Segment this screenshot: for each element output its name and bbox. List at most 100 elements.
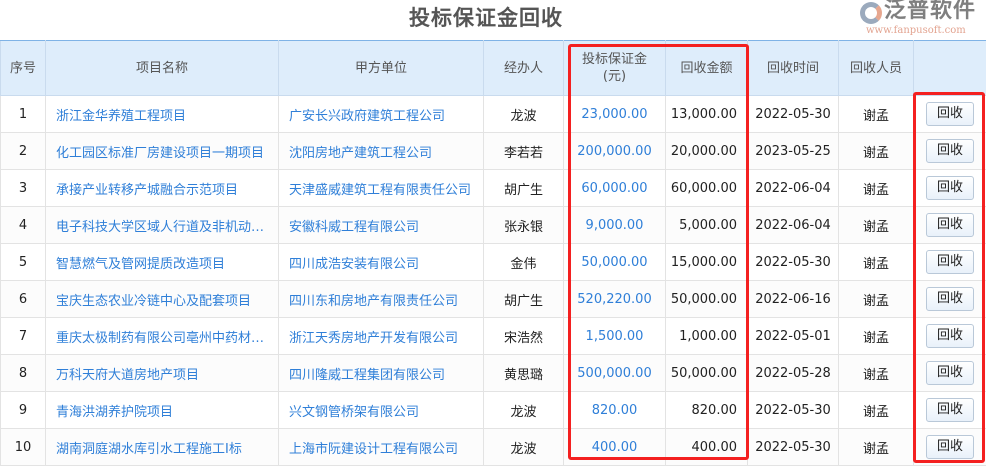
- recover-button[interactable]: 回收: [926, 361, 974, 385]
- recover-button[interactable]: 回收: [926, 213, 974, 237]
- cell-date: 2022-05-30: [748, 96, 839, 133]
- cell-handler: 黄思璐: [484, 355, 564, 392]
- cell-deposit[interactable]: 500,000.00: [564, 355, 666, 392]
- cell-client[interactable]: 四川隆威工程集团有限公司: [279, 355, 484, 392]
- cell-deposit[interactable]: 1,500.00: [564, 318, 666, 355]
- cell-project[interactable]: 青海洪湖养护院项目: [46, 392, 279, 429]
- cell-action: 回收: [914, 207, 986, 244]
- cell-client[interactable]: 天津盛威建筑工程有限责任公司: [279, 170, 484, 207]
- cell-handler: 李若若: [484, 133, 564, 170]
- cell-collector: 谢孟: [839, 318, 914, 355]
- cell-client[interactable]: 沈阳房地产建筑工程公司: [279, 133, 484, 170]
- cell-project[interactable]: 智慧燃气及管网提质改造项目: [46, 244, 279, 281]
- table-header: 序号 项目名称 甲方单位 经办人 投标保证金(元) 回收金额 回收时间 回收人员: [1, 41, 986, 96]
- cell-handler: 金伟: [484, 244, 564, 281]
- cell-recovered: 20,000.00: [666, 133, 748, 170]
- page-title: 投标保证金回收: [0, 2, 972, 32]
- cell-recovered: 60,000.00: [666, 170, 748, 207]
- cell-project[interactable]: 重庆太极制药有限公司亳州中药材…: [46, 318, 279, 355]
- cell-no: 6: [1, 281, 46, 318]
- cell-project[interactable]: 湖南洞庭湖水库引水工程施工I标: [46, 429, 279, 466]
- cell-date: 2022-05-30: [748, 244, 839, 281]
- cell-client[interactable]: 广安长兴政府建筑工程公司: [279, 96, 484, 133]
- recover-button[interactable]: 回收: [926, 287, 974, 311]
- cell-action: 回收: [914, 318, 986, 355]
- cell-no: 10: [1, 429, 46, 466]
- cell-deposit[interactable]: 9,000.00: [564, 207, 666, 244]
- cell-no: 4: [1, 207, 46, 244]
- cell-action: 回收: [914, 133, 986, 170]
- header-recovered: 回收金额: [666, 41, 748, 96]
- cell-client[interactable]: 上海市阮建设计工程有限公司: [279, 429, 484, 466]
- cell-deposit[interactable]: 60,000.00: [564, 170, 666, 207]
- cell-project[interactable]: 承接产业转移产城融合示范项目: [46, 170, 279, 207]
- recover-button[interactable]: 回收: [926, 176, 974, 200]
- cell-recovered: 50,000.00: [666, 281, 748, 318]
- cell-no: 3: [1, 170, 46, 207]
- cell-collector: 谢孟: [839, 170, 914, 207]
- cell-date: 2022-05-30: [748, 392, 839, 429]
- recover-button[interactable]: 回收: [926, 139, 974, 163]
- cell-client[interactable]: 四川东和房地产有限责任公司: [279, 281, 484, 318]
- cell-date: 2022-05-01: [748, 318, 839, 355]
- cell-client[interactable]: 安徽科威工程有限公司: [279, 207, 484, 244]
- cell-action: 回收: [914, 96, 986, 133]
- recover-button[interactable]: 回收: [926, 250, 974, 274]
- cell-no: 2: [1, 133, 46, 170]
- cell-deposit[interactable]: 23,000.00: [564, 96, 666, 133]
- cell-no: 1: [1, 96, 46, 133]
- cell-recovered: 50,000.00: [666, 355, 748, 392]
- cell-handler: 胡广生: [484, 281, 564, 318]
- cell-recovered: 15,000.00: [666, 244, 748, 281]
- header-client: 甲方单位: [279, 41, 484, 96]
- cell-date: 2022-05-30: [748, 429, 839, 466]
- cell-collector: 谢孟: [839, 281, 914, 318]
- cell-collector: 谢孟: [839, 244, 914, 281]
- recover-button[interactable]: 回收: [926, 324, 974, 348]
- cell-date: 2022-06-16: [748, 281, 839, 318]
- cell-action: 回收: [914, 355, 986, 392]
- cell-project[interactable]: 电子科技大学区域人行道及非机动…: [46, 207, 279, 244]
- cell-deposit[interactable]: 520,220.00: [564, 281, 666, 318]
- cell-deposit[interactable]: 820.00: [564, 392, 666, 429]
- cell-client[interactable]: 兴文钢管桥架有限公司: [279, 392, 484, 429]
- cell-no: 7: [1, 318, 46, 355]
- cell-action: 回收: [914, 392, 986, 429]
- cell-handler: 龙波: [484, 96, 564, 133]
- deposit-recovery-table: 序号 项目名称 甲方单位 经办人 投标保证金(元) 回收金额 回收时间 回收人员…: [0, 40, 986, 466]
- cell-deposit[interactable]: 200,000.00: [564, 133, 666, 170]
- cell-recovered: 5,000.00: [666, 207, 748, 244]
- cell-collector: 谢孟: [839, 207, 914, 244]
- cell-handler: 胡广生: [484, 170, 564, 207]
- cell-handler: 龙波: [484, 429, 564, 466]
- cell-collector: 谢孟: [839, 429, 914, 466]
- cell-action: 回收: [914, 170, 986, 207]
- cell-deposit[interactable]: 400.00: [564, 429, 666, 466]
- cell-collector: 谢孟: [839, 133, 914, 170]
- cell-recovered: 400.00: [666, 429, 748, 466]
- cell-action: 回收: [914, 281, 986, 318]
- cell-project[interactable]: 化工园区标准厂房建设项目一期项目: [46, 133, 279, 170]
- header-action: [914, 41, 986, 96]
- cell-deposit[interactable]: 50,000.00: [564, 244, 666, 281]
- recover-button[interactable]: 回收: [926, 102, 974, 126]
- cell-date: 2022-05-28: [748, 355, 839, 392]
- cell-project[interactable]: 宝庆生态农业冷链中心及配套项目: [46, 281, 279, 318]
- cell-client[interactable]: 浙江天秀房地产开发有限公司: [279, 318, 484, 355]
- cell-project[interactable]: 万科天府大道房地产项目: [46, 355, 279, 392]
- recover-button[interactable]: 回收: [926, 398, 974, 422]
- cell-project[interactable]: 浙江金华养殖工程项目: [46, 96, 279, 133]
- cell-collector: 谢孟: [839, 392, 914, 429]
- cell-date: 2022-06-04: [748, 207, 839, 244]
- recover-button[interactable]: 回收: [926, 435, 974, 459]
- cell-action: 回收: [914, 244, 986, 281]
- cell-no: 9: [1, 392, 46, 429]
- cell-client[interactable]: 四川成浩安装有限公司: [279, 244, 484, 281]
